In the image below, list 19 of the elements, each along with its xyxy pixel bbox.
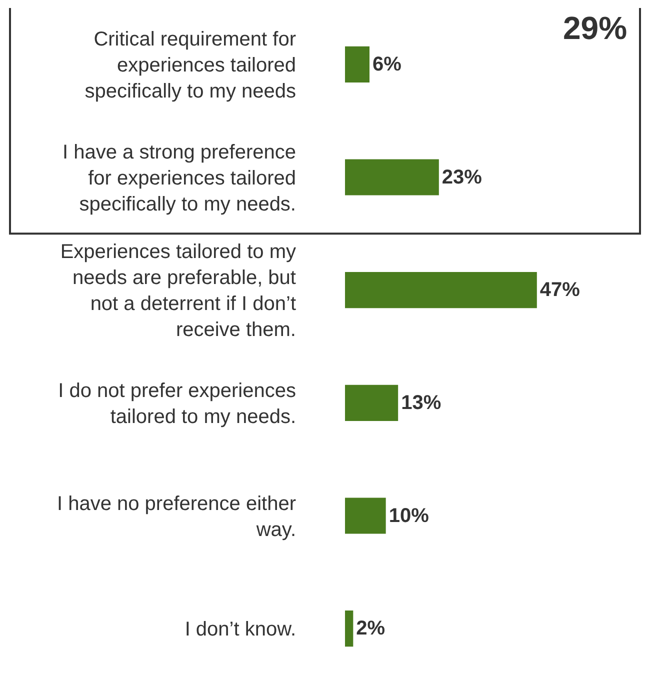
bar bbox=[345, 384, 398, 421]
y-tick-label: I don’t know. bbox=[184, 618, 296, 641]
bar bbox=[345, 610, 354, 647]
data-label: 6% bbox=[372, 53, 402, 76]
data-label: 23% bbox=[442, 166, 482, 188]
y-tick-label: Experiences tailored to my needs are preferable, but not a deterrent if I don’t receive them. bbox=[60, 241, 296, 342]
bar bbox=[345, 498, 386, 534]
bar bbox=[345, 159, 439, 196]
text: 29% bbox=[563, 10, 628, 46]
data-label: 10% bbox=[388, 504, 430, 527]
data-label: 47% bbox=[540, 279, 580, 302]
bar bbox=[345, 272, 537, 308]
y-tick-label: I have a strong preference for experiences tailored specifically to my needs. bbox=[62, 141, 296, 216]
data-label: 13% bbox=[401, 392, 442, 414]
y-tick-label: Critical requirement for experiences tailored specifically to my needs bbox=[84, 28, 296, 102]
bar bbox=[345, 46, 370, 82]
data-label: 2% bbox=[356, 618, 386, 640]
y-tick-label: I do not prefer experiences tailored to my needs. bbox=[58, 380, 296, 428]
y-tick-label: I have no preference either way. bbox=[56, 492, 296, 541]
